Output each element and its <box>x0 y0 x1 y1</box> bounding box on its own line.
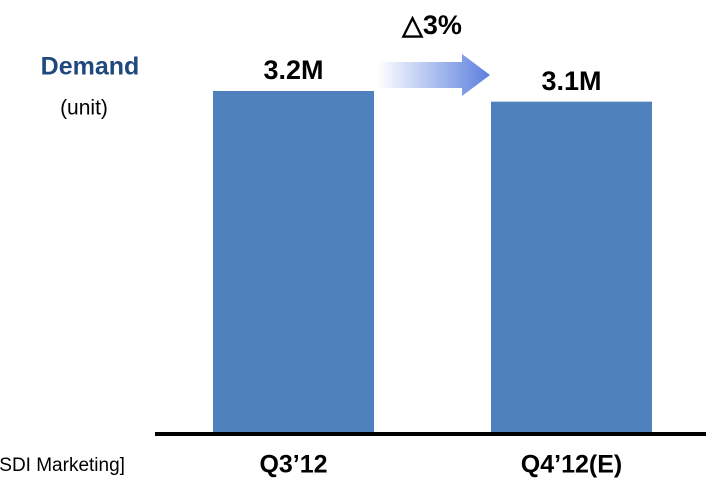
chart-title: Demand <box>41 53 140 81</box>
bar <box>213 91 374 432</box>
annotation: △3% <box>401 10 462 40</box>
value-label: 3.1M <box>541 66 601 96</box>
source-note: [SDI Marketing] <box>0 455 125 476</box>
value-label: 3.2M <box>263 55 323 85</box>
x-tick-label: Q3’12 <box>259 451 327 479</box>
x-tick-label: Q4’12(E) <box>521 451 622 479</box>
bar <box>491 101 652 432</box>
chart-subtitle: (unit) <box>60 97 108 120</box>
change-arrow <box>378 54 490 96</box>
